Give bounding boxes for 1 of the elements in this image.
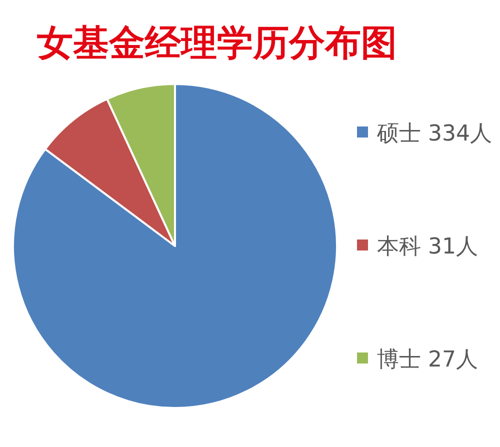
title: 女基金经理学历分布图 — [37, 23, 397, 64]
